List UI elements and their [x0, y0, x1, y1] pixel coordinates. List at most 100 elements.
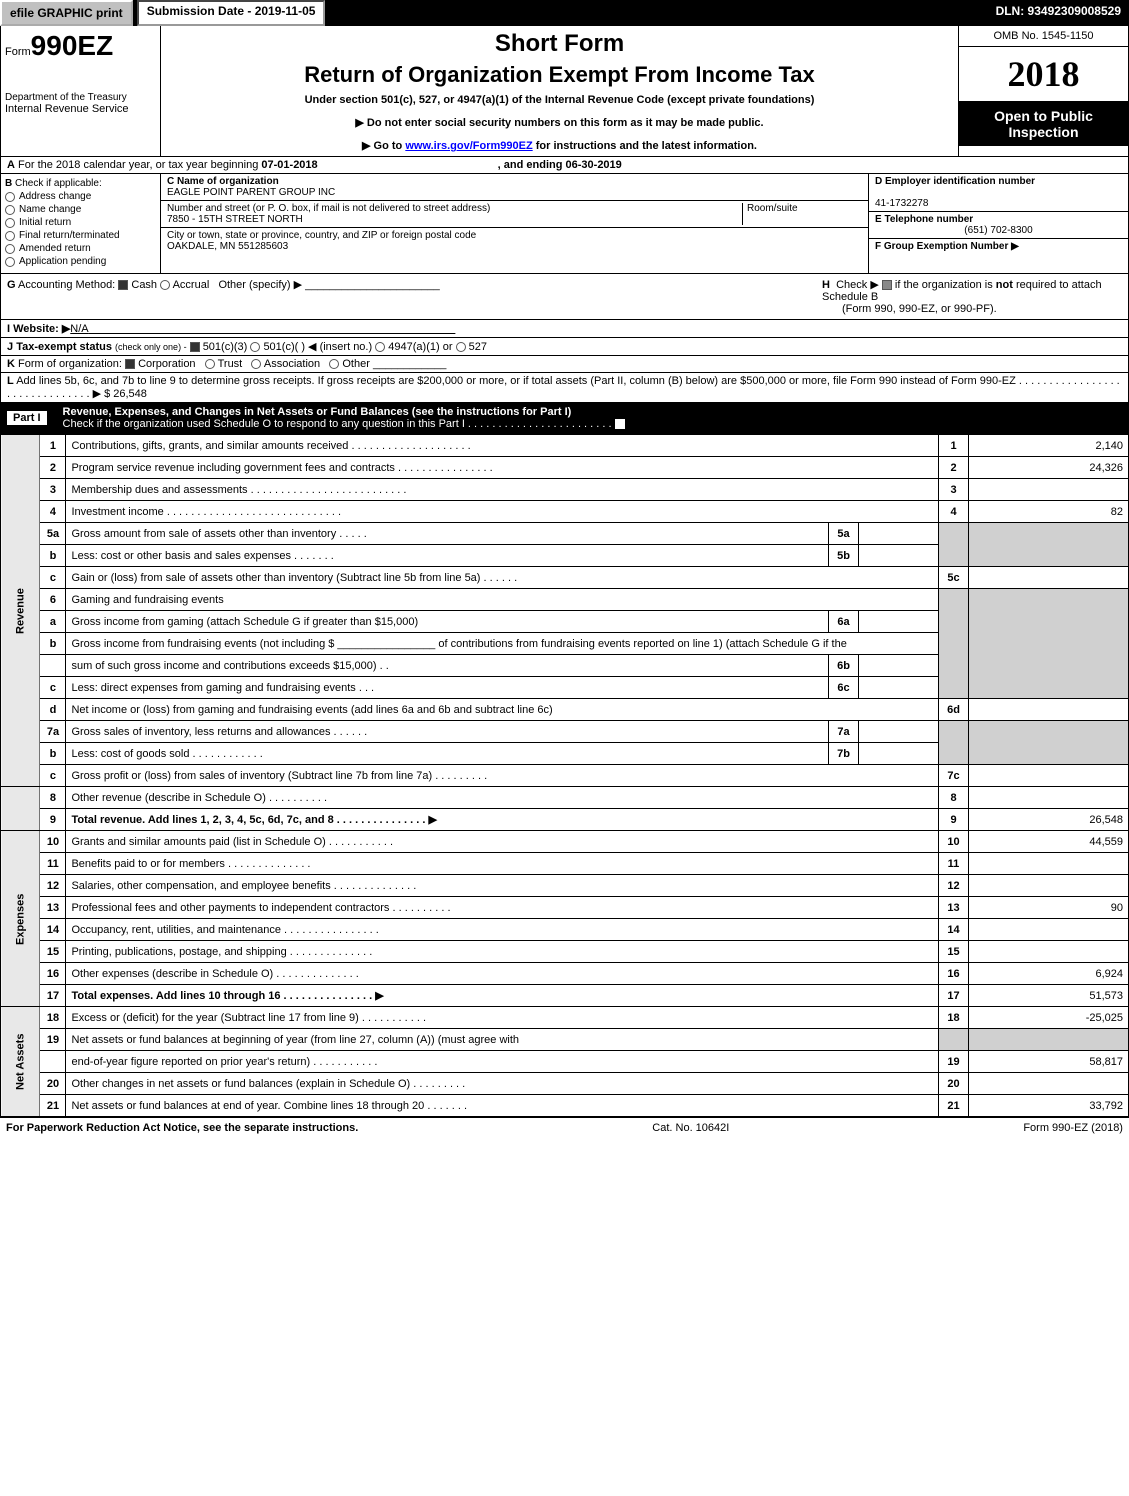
telephone: (651) 702-8300: [875, 225, 1122, 236]
net-assets-label: Net Assets: [1, 1007, 40, 1117]
chk-other[interactable]: [329, 359, 339, 369]
table-row: 4Investment income . . . . . . . . . . .…: [1, 501, 1129, 523]
main-table: Revenue 1Contributions, gifts, grants, a…: [0, 434, 1129, 1117]
table-row: 5aGross amount from sale of assets other…: [1, 523, 1129, 545]
line-6d-value: [969, 699, 1129, 721]
col-c: C Name of organizationEAGLE POINT PARENT…: [161, 174, 868, 273]
section-bcdef: B Check if applicable: Address change Na…: [0, 174, 1129, 274]
table-row: 13Professional fees and other payments t…: [1, 897, 1129, 919]
chk-initial-return[interactable]: Initial return: [5, 217, 156, 228]
short-form-title: Short Form: [169, 30, 950, 58]
chk-application-pending[interactable]: Application pending: [5, 256, 156, 267]
chk-accrual[interactable]: [160, 280, 170, 290]
header-mid: Short Form Return of Organization Exempt…: [161, 26, 958, 156]
chk-schedule-o[interactable]: [615, 419, 625, 429]
chk-association[interactable]: [251, 359, 261, 369]
revenue-label: Revenue: [1, 435, 40, 787]
efile-print-button[interactable]: efile GRAPHIC print: [0, 0, 133, 26]
part-1-header: Part I Revenue, Expenses, and Changes in…: [0, 403, 1129, 434]
instruct-2: ▶ Go to www.irs.gov/Form990EZ for instru…: [169, 139, 950, 152]
table-row: Net Assets 18Excess or (deficit) for the…: [1, 1007, 1129, 1029]
footer-cat: Cat. No. 10642I: [652, 1122, 729, 1134]
table-row: dNet income or (loss) from gaming and fu…: [1, 699, 1129, 721]
line-4-value: 82: [969, 501, 1129, 523]
page-footer: For Paperwork Reduction Act Notice, see …: [0, 1117, 1129, 1138]
table-row: cGross profit or (loss) from sales of in…: [1, 765, 1129, 787]
line-21-value: 33,792: [969, 1095, 1129, 1117]
table-row: 15Printing, publications, postage, and s…: [1, 941, 1129, 963]
table-row: cGain or (loss) from sale of assets othe…: [1, 567, 1129, 589]
table-row: 17Total expenses. Add lines 10 through 1…: [1, 985, 1129, 1007]
return-title: Return of Organization Exempt From Incom…: [169, 62, 950, 88]
irs-link[interactable]: www.irs.gov/Form990EZ: [405, 140, 532, 152]
row-j: J Tax-exempt status (check only one) - 5…: [0, 338, 1129, 356]
org-name: EAGLE POINT PARENT GROUP INC: [167, 187, 335, 198]
table-row: 21Net assets or fund balances at end of …: [1, 1095, 1129, 1117]
chk-amended-return[interactable]: Amended return: [5, 243, 156, 254]
col-d: D Employer identification number41-17322…: [868, 174, 1128, 273]
line-2-value: 24,326: [969, 457, 1129, 479]
line-12-value: [969, 875, 1129, 897]
line-11-value: [969, 853, 1129, 875]
chk-501c3[interactable]: [190, 342, 200, 352]
col-b: B Check if applicable: Address change Na…: [1, 174, 161, 273]
table-row: 19Net assets or fund balances at beginni…: [1, 1029, 1129, 1051]
table-row: 2Program service revenue including gover…: [1, 457, 1129, 479]
header-right: OMB No. 1545-1150 2018 Open to PublicIns…: [958, 26, 1128, 156]
chk-4947[interactable]: [375, 342, 385, 352]
line-13-value: 90: [969, 897, 1129, 919]
table-row: 3Membership dues and assessments . . . .…: [1, 479, 1129, 501]
part-1-num: Part I: [7, 411, 47, 425]
chk-name-change[interactable]: Name change: [5, 204, 156, 215]
line-18-value: -25,025: [969, 1007, 1129, 1029]
row-gh: G Accounting Method: Cash Accrual Other …: [0, 274, 1129, 320]
form-prefix: Form: [5, 46, 31, 58]
website-value: N/A: [70, 323, 88, 335]
chk-trust[interactable]: [205, 359, 215, 369]
footer-form: Form 990-EZ (2018): [1023, 1122, 1123, 1134]
header-left: Form990EZ Department of the Treasury Int…: [1, 26, 161, 156]
city-state-zip: OAKDALE, MN 551285603: [167, 241, 288, 252]
row-l: L Add lines 5b, 6c, and 7b to line 9 to …: [0, 373, 1129, 403]
form-number: 990EZ: [31, 30, 114, 61]
line-20-value: [969, 1073, 1129, 1095]
chk-schedule-b[interactable]: [882, 280, 892, 290]
table-row: Revenue 1Contributions, gifts, grants, a…: [1, 435, 1129, 457]
table-row: 11Benefits paid to or for members . . . …: [1, 853, 1129, 875]
part-1-title: Revenue, Expenses, and Changes in Net As…: [63, 406, 572, 418]
line-10-value: 44,559: [969, 831, 1129, 853]
table-row: 9Total revenue. Add lines 1, 2, 3, 4, 5c…: [1, 809, 1129, 831]
chk-address-change[interactable]: Address change: [5, 191, 156, 202]
chk-final-return[interactable]: Final return/terminated: [5, 230, 156, 241]
open-public-badge: Open to PublicInspection: [959, 102, 1128, 146]
chk-corporation[interactable]: [125, 359, 135, 369]
chk-cash[interactable]: [118, 280, 128, 290]
table-row: Expenses 10Grants and similar amounts pa…: [1, 831, 1129, 853]
footer-left: For Paperwork Reduction Act Notice, see …: [6, 1122, 358, 1134]
chk-501c[interactable]: [250, 342, 260, 352]
line-7c-value: [969, 765, 1129, 787]
irs-label: Internal Revenue Service: [5, 103, 156, 115]
submission-date: Submission Date - 2019-11-05: [137, 0, 326, 26]
table-row: 12Salaries, other compensation, and empl…: [1, 875, 1129, 897]
line-17-value: 51,573: [969, 985, 1129, 1007]
line-1-value: 2,140: [969, 435, 1129, 457]
street-address: 7850 - 15TH STREET NORTH: [167, 214, 303, 225]
room-suite: Room/suite: [742, 203, 862, 225]
table-row: 7aGross sales of inventory, less returns…: [1, 721, 1129, 743]
line-3-value: [969, 479, 1129, 501]
omb-number: OMB No. 1545-1150: [959, 26, 1128, 47]
table-row: 14Occupancy, rent, utilities, and mainte…: [1, 919, 1129, 941]
row-a: A For the 2018 calendar year, or tax yea…: [0, 157, 1129, 174]
line-5c-value: [969, 567, 1129, 589]
under-section: Under section 501(c), 527, or 4947(a)(1)…: [169, 94, 950, 106]
line-8-value: [969, 787, 1129, 809]
instruct-1: ▶ Do not enter social security numbers o…: [169, 116, 950, 129]
chk-527[interactable]: [456, 342, 466, 352]
expenses-label: Expenses: [1, 831, 40, 1007]
table-row: 6Gaming and fundraising events: [1, 589, 1129, 611]
row-i: I Website: ▶N/A: [0, 320, 1129, 338]
line-9-value: 26,548: [969, 809, 1129, 831]
dln-number: DLN: 93492309008529: [988, 0, 1129, 26]
line-15-value: [969, 941, 1129, 963]
